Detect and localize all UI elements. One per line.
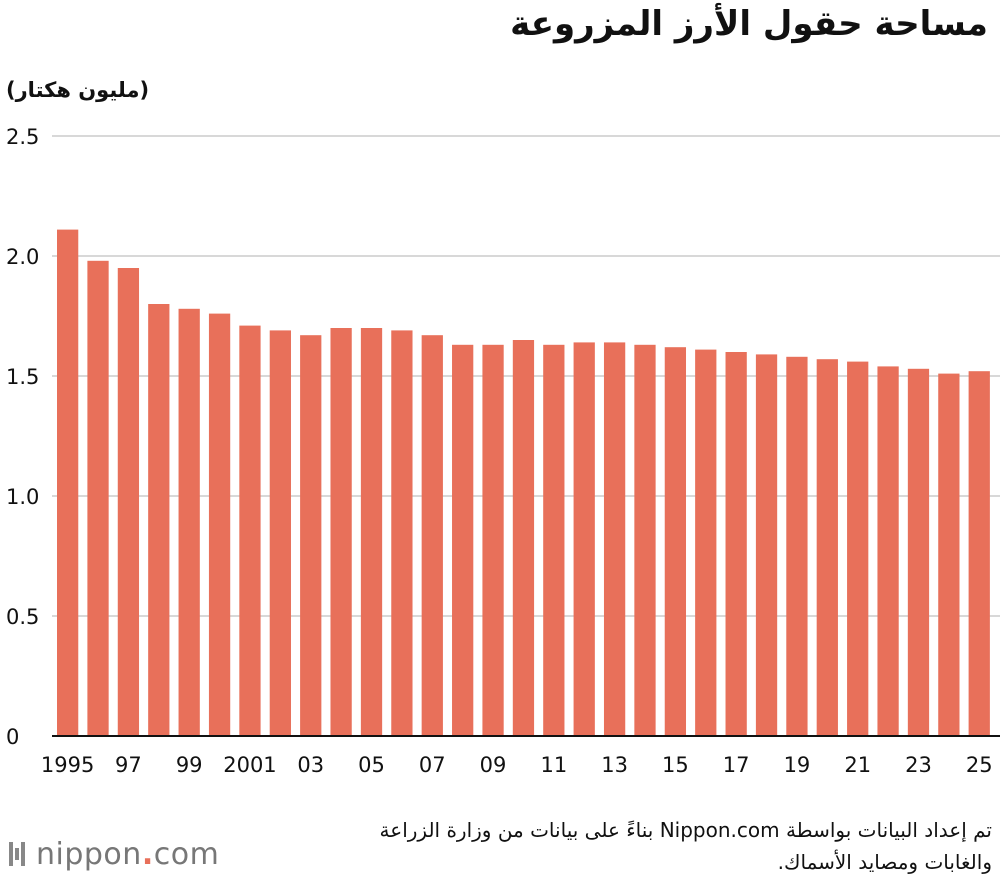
bar-chart: 00.51.01.52.02.5 1995 97 99 2001 03 05 07 09 11 1…	[6, 125, 1000, 777]
x-tick-label: 2001	[223, 753, 276, 777]
bar-2011	[543, 344, 565, 736]
bar-2017	[725, 352, 747, 736]
x-tick-label: 15	[662, 753, 689, 777]
bars	[57, 229, 990, 736]
x-tick-label: 17	[723, 753, 750, 777]
bar-2010	[512, 340, 535, 736]
bar-2004	[330, 328, 352, 736]
x-tick-label: 13	[601, 753, 628, 777]
bar-2014	[634, 344, 656, 736]
bar-2005	[360, 328, 383, 736]
nippon-mark-icon	[9, 842, 25, 866]
x-tick-label: 07	[419, 753, 446, 777]
x-tick-label: 05	[358, 753, 385, 777]
bar-2012	[573, 342, 595, 736]
y-tick-label: 0	[6, 725, 19, 749]
bar-2006	[391, 330, 413, 736]
x-tick-label: 99	[176, 753, 203, 777]
bar-1997	[117, 268, 140, 736]
x-tick-label: 1995	[41, 753, 94, 777]
bar-2013	[603, 342, 626, 736]
bar-2008	[452, 344, 474, 736]
y-axis-unit-label: (مليون هكتار)	[6, 78, 150, 102]
nippon-logo: nippon.com	[6, 834, 219, 874]
bar-2001	[239, 325, 261, 736]
logo-wordmark: nippon.com	[36, 837, 219, 872]
x-tick-label: 03	[297, 753, 324, 777]
bar-2018	[755, 354, 778, 736]
bar-1996	[87, 260, 109, 736]
y-tick-label: 2.0	[6, 245, 39, 269]
bar-1998	[148, 304, 170, 736]
bar-2019	[786, 356, 808, 736]
bar-2000	[208, 313, 231, 736]
x-tick-label: 23	[905, 753, 932, 777]
y-tick-label: 1.0	[6, 485, 39, 509]
bar-2024	[938, 373, 960, 736]
chart-title: مساحة حقول الأرز المزروعة	[510, 4, 988, 44]
bar-2020	[816, 359, 838, 736]
x-tick-label: 25	[966, 753, 993, 777]
logo-domain: com	[153, 836, 220, 872]
bar-2015	[664, 347, 687, 736]
source-note: تم إعداد البيانات بواسطة Nippon.com بناء…	[379, 818, 992, 874]
y-tick-label: 0.5	[6, 605, 39, 629]
y-tick-labels: 0 0.5 1.0 1.5 2.0 2.5	[6, 125, 39, 749]
bar-1995	[57, 229, 79, 736]
x-tick-label: 11	[540, 753, 567, 777]
x-tick-label: 21	[844, 753, 871, 777]
x-tick-labels: 1995 97 99 2001 03 05 07 09 11 13 15 17 19 21 23 25	[41, 753, 993, 777]
bar-2023	[907, 368, 930, 736]
y-tick-label: 1.5	[6, 365, 39, 389]
bar-2007	[421, 335, 443, 736]
bar-2025	[968, 371, 990, 736]
bar-2002	[269, 330, 291, 736]
bar-2021	[847, 361, 869, 736]
bar-2003	[300, 335, 322, 736]
bar-1999	[178, 308, 200, 736]
x-tick-label: 19	[784, 753, 811, 777]
x-tick-label: 09	[480, 753, 507, 777]
bar-2009	[482, 344, 504, 736]
logo-dot: .	[141, 836, 154, 872]
bar-2016	[695, 349, 717, 736]
x-tick-label: 97	[115, 753, 142, 777]
bar-2022	[877, 366, 899, 736]
y-tick-label: 2.5	[6, 125, 39, 149]
logo-name: nippon	[36, 836, 142, 872]
